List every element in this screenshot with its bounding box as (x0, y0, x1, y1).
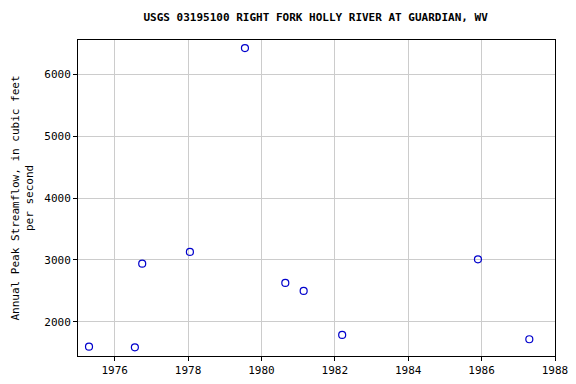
svg-text:4000: 4000 (44, 192, 71, 205)
svg-text:1982: 1982 (322, 364, 349, 377)
svg-text:1988: 1988 (542, 364, 569, 377)
svg-text:1984: 1984 (395, 364, 422, 377)
svg-text:1980: 1980 (248, 364, 275, 377)
svg-text:1976: 1976 (101, 364, 128, 377)
svg-text:2000: 2000 (44, 316, 71, 329)
svg-text:Annual Peak Streamflow, in cub: Annual Peak Streamflow, in cubic feetper… (9, 75, 36, 320)
svg-text:3000: 3000 (44, 254, 71, 267)
svg-text:1978: 1978 (175, 364, 202, 377)
svg-text:5000: 5000 (44, 130, 71, 143)
svg-text:1986: 1986 (468, 364, 495, 377)
svg-text:6000: 6000 (44, 68, 71, 81)
svg-text:USGS 03195100 RIGHT FORK HOLLY: USGS 03195100 RIGHT FORK HOLLY RIVER AT … (143, 11, 488, 24)
